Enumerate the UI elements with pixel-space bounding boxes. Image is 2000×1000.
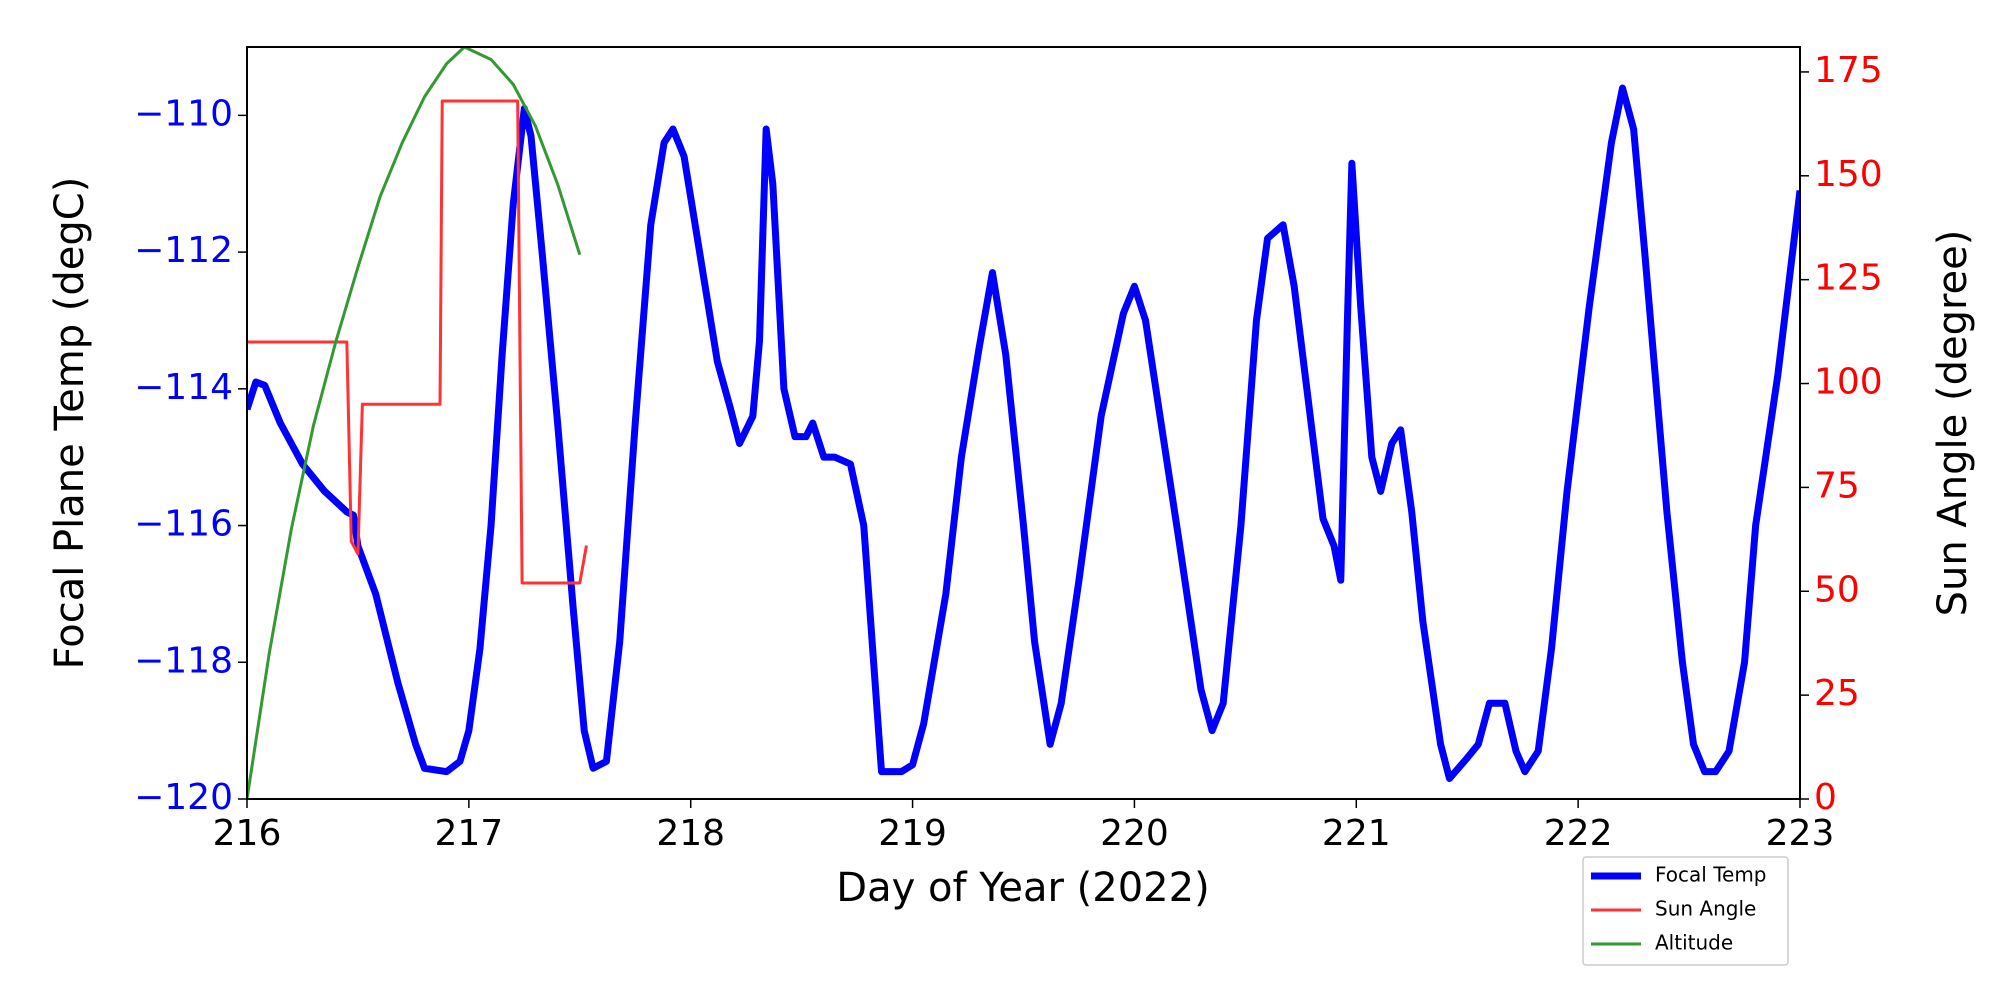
x-tick-label: 218 <box>656 813 725 854</box>
x-tick-label: 217 <box>434 813 503 854</box>
x-tick-label: 216 <box>213 813 282 854</box>
y2-tick-label: 25 <box>1814 673 1860 714</box>
x-tick-label: 223 <box>1766 813 1835 854</box>
plot-frame <box>246 46 1801 800</box>
legend-label: Sun Angle <box>1655 897 1756 921</box>
y2-tick-label: 125 <box>1814 258 1883 299</box>
y-tick-label: −110 <box>134 93 233 134</box>
y2-axis-label: Sun Angle (degree) <box>1930 230 1976 617</box>
y2-tick-label: 50 <box>1814 569 1860 610</box>
x-tick-label: 219 <box>878 813 947 854</box>
y-axis-label: Focal Plane Temp (degC) <box>47 177 93 670</box>
x-tick-label: 220 <box>1100 813 1169 854</box>
y-tick-label: −112 <box>134 230 233 271</box>
series-line <box>247 84 1800 782</box>
y2-tick-label: 150 <box>1814 154 1883 195</box>
y-tick-label: −120 <box>134 777 233 818</box>
x-tick-label: 222 <box>1544 813 1613 854</box>
y-tick-label: −116 <box>134 504 233 545</box>
y2-tick-label: 75 <box>1814 465 1860 506</box>
x-axis-label: Day of Year (2022) <box>836 865 1209 911</box>
y-tick-label: −114 <box>134 367 233 408</box>
y2-tick-label: 175 <box>1814 50 1883 91</box>
series-line <box>247 99 588 585</box>
series-line <box>247 47 582 799</box>
legend-box <box>1582 856 1789 966</box>
x-tick-label: 221 <box>1322 813 1391 854</box>
y2-tick-label: 0 <box>1814 777 1837 818</box>
y2-tick-label: 100 <box>1814 362 1883 403</box>
y-tick-label: −118 <box>134 640 233 681</box>
legend-label: Focal Temp <box>1655 863 1767 887</box>
legend-label: Altitude <box>1655 931 1733 955</box>
